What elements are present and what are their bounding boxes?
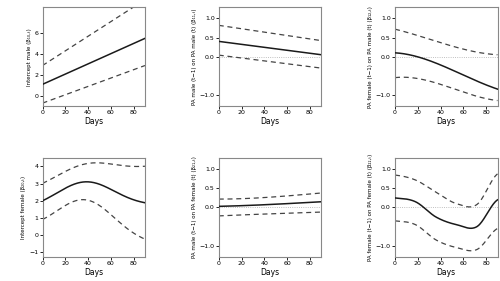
X-axis label: Days: Days — [436, 117, 456, 126]
X-axis label: Days: Days — [260, 117, 280, 126]
X-axis label: Days: Days — [84, 268, 103, 277]
Y-axis label: PA female (t−1) on PA female (t) (β₂₂,ₜ): PA female (t−1) on PA female (t) (β₂₂,ₜ) — [368, 154, 373, 261]
X-axis label: Days: Days — [436, 268, 456, 277]
Y-axis label: Intercept female (β₂₀,ₜ): Intercept female (β₂₀,ₜ) — [22, 176, 26, 239]
Y-axis label: PA male (t−1) on PA male (t) (β₁₁,ₜ): PA male (t−1) on PA male (t) (β₁₁,ₜ) — [192, 8, 197, 105]
Y-axis label: PA female (t−1) on PA male (t) (β₁₂,ₜ): PA female (t−1) on PA male (t) (β₁₂,ₜ) — [368, 6, 373, 108]
X-axis label: Days: Days — [84, 117, 103, 126]
Y-axis label: Intercept male (β₁₀,ₜ): Intercept male (β₁₀,ₜ) — [26, 28, 32, 85]
X-axis label: Days: Days — [260, 268, 280, 277]
Y-axis label: PA male (t−1) on PA female (t) (β₂₁,ₜ): PA male (t−1) on PA female (t) (β₂₁,ₜ) — [192, 157, 197, 259]
